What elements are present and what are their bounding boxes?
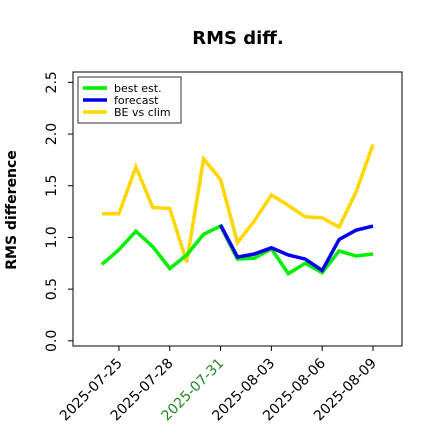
y-axis: 0.0 0.5 1.0 1.5 2.0 2.5 <box>44 71 73 352</box>
series-line-1 <box>219 224 374 274</box>
series-line-2 <box>102 143 375 263</box>
plot-frame <box>72 71 403 347</box>
series-line-0 <box>100 223 374 276</box>
y-tick-label: 2.0 <box>44 123 60 145</box>
y-axis-label: RMS difference <box>4 150 20 270</box>
legend-label: best est. <box>114 82 162 95</box>
legend-label: forecast <box>114 94 159 107</box>
y-tick-label: 1.0 <box>44 226 60 248</box>
y-tick-label: 0.5 <box>44 278 60 300</box>
y-tick-label: 1.5 <box>44 175 60 197</box>
x-axis: 2025-07-252025-07-282025-07-312025-08-03… <box>57 346 380 424</box>
series-layer <box>100 143 375 276</box>
y-tick-label: 2.5 <box>44 71 60 93</box>
legend-label: BE vs clim <box>114 106 171 119</box>
y-tick-label: 0.0 <box>44 330 60 352</box>
chart-title: RMS diff. <box>192 28 283 49</box>
